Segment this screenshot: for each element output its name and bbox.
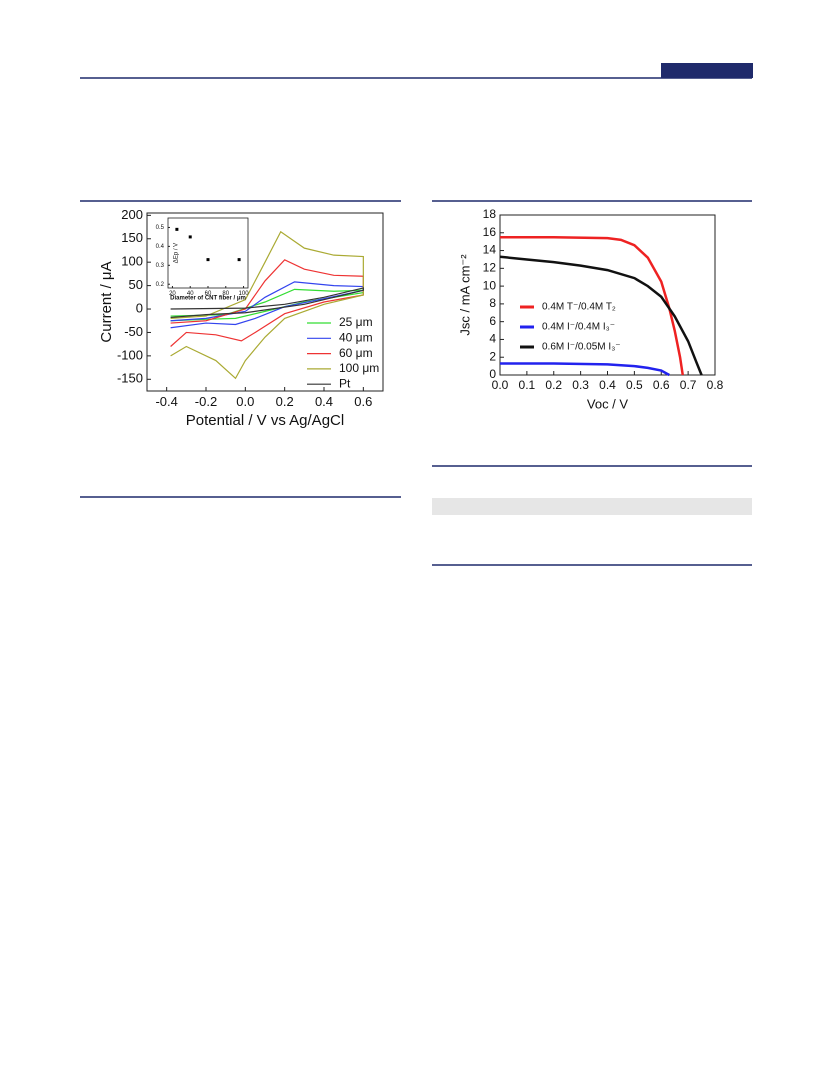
legend-label: 25 μm [339,315,373,329]
scatter-point [206,258,210,262]
y-tick-label: 8 [489,296,496,310]
x-tick-label: 0.1 [519,378,536,392]
x-axis-label: Potential / V vs Ag/AgCl [186,412,344,429]
y-tick-label: -50 [124,324,143,339]
y-tick-label: 100 [121,254,143,269]
y-tick-label: 50 [129,277,143,292]
y-tick-label: 18 [483,207,497,221]
y-axis-label: ΔEp / V [174,243,180,263]
data-line [500,235,684,376]
x-tick-label: -0.2 [195,394,217,409]
y-axis-label: Current / μA [98,261,115,342]
y-tick-label: -150 [117,371,143,386]
x-tick-label: 80 [222,291,229,297]
y-tick-label: 6 [489,314,496,328]
x-tick-label: 100 [239,291,250,297]
x-tick-label: 0.3 [572,378,589,392]
x-axis-label: Diameter of CNT fiber / μm [170,296,246,302]
scatter-point [188,235,192,239]
y-tick-label: 0.4 [156,244,165,250]
y-tick-label: 14 [483,243,497,257]
legend-label: 0.4M T⁻/0.4M T₂ [542,302,616,313]
x-tick-label: 20 [169,291,176,297]
y-tick-label: 2 [489,349,496,363]
scatter-point [175,227,179,231]
x-axis-label: Voc / V [587,396,629,411]
y-tick-label: 10 [483,278,497,292]
table-header-band [432,498,752,515]
x-tick-label: 0.0 [236,394,254,409]
data-line [170,230,364,380]
x-tick-label: 0.4 [315,394,333,409]
x-tick-label: 0.5 [626,378,643,392]
x-tick-label: 0.2 [276,394,294,409]
x-tick-label: 0.2 [545,378,562,392]
legend-label: 100 μm [339,361,379,375]
y-tick-label: 0 [489,367,496,381]
y-tick-label: 4 [489,332,496,346]
x-tick-label: -0.4 [155,394,177,409]
y-axis-label: Jsc / mA cm⁻² [457,254,472,336]
legend-label: 0.4M I⁻/0.4M I₃⁻ [542,322,615,333]
header-tab [661,63,753,78]
plot-frame [146,212,384,392]
x-tick-label: 0.6 [653,378,670,392]
data-line [170,287,364,319]
x-tick-label: 0.6 [354,394,372,409]
x-tick-label: 60 [205,291,212,297]
x-tick-label: 40 [187,291,194,297]
legend-label: Pt [339,376,351,390]
x-tick-label: 0.8 [707,378,724,392]
scatter-point [237,258,241,262]
plot-frame [167,217,249,289]
data-line [499,255,703,376]
legend-label: 40 μm [339,330,373,344]
y-tick-label: 200 [121,207,143,222]
y-tick-label: 16 [483,225,497,239]
y-tick-label: 0.5 [156,225,165,231]
y-tick-label: 150 [121,230,143,245]
y-tick-label: 0.3 [156,263,165,269]
y-tick-label: 12 [483,261,497,275]
y-tick-label: 0 [136,300,143,315]
y-tick-label: 0.2 [156,282,165,288]
legend-label: 0.6M I⁻/0.05M I₃⁻ [542,342,621,353]
x-tick-label: 0.4 [599,378,616,392]
data-line [500,362,670,377]
x-tick-label: 0.0 [492,378,509,392]
y-tick-label: -100 [117,347,143,362]
x-tick-label: 0.7 [680,378,697,392]
legend-label: 60 μm [339,346,373,360]
